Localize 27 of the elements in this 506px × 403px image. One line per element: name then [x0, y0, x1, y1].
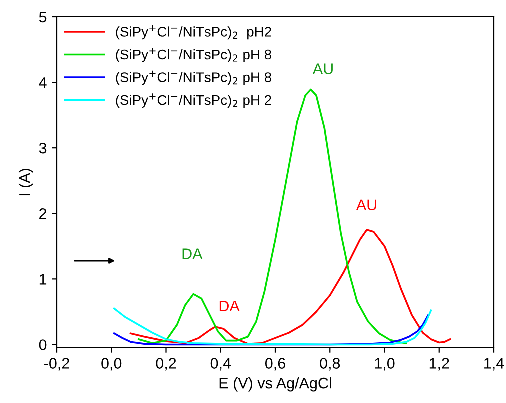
x-tick-label: 0,0 [102, 358, 122, 371]
x-tick-label: 1,2 [430, 358, 450, 371]
y-tick-label: 3 [39, 142, 47, 154]
y-tick-label: 5 [39, 12, 47, 23]
x-tick-label: 0,4 [210, 358, 232, 371]
legend-label: (SiPy$^{+}$Cl$^{−}$/NiTsPc)$_{2}$ pH2 [116, 25, 272, 40]
x-tick-label: 0,6 [265, 358, 286, 371]
annotation: DA [220, 301, 240, 312]
annotation: AU [356, 200, 376, 211]
line-series [130, 229, 452, 345]
y-tick-label: 4 [39, 78, 47, 88]
x-tick-label: 0,2 [156, 358, 176, 371]
annotation: AU [312, 64, 333, 74]
x-tick-label: 0,8 [320, 358, 340, 371]
x-tick-label: -0,2 [44, 358, 70, 371]
y-tick-label: 2 [40, 208, 47, 220]
legend-label: (SiPy$^{+}$Cl$^{−}$/NiTsPc)$_{2}$ pH 8 [116, 48, 272, 62]
legend-label: (SiPy$^{+}$Cl$^{−}$/NiTsPc)$_{2}$ pH 2 [116, 94, 272, 108]
y-axis-title: I (A) [18, 169, 34, 196]
y-tick-label: 1 [40, 274, 47, 285]
legend-label: (SiPy$^{+}$Cl$^{−}$/NiTsPc)$_{2}$ pH 8 [116, 70, 272, 86]
x-axis-title: E (V) vs Ag/AgCl [220, 378, 332, 392]
x-tick-label: 1,4 [484, 358, 504, 371]
x-tick-label: 1,0 [375, 358, 395, 371]
line-series [113, 314, 430, 346]
y-tick-label: 0 [39, 340, 47, 350]
annotation: DA [182, 248, 203, 260]
